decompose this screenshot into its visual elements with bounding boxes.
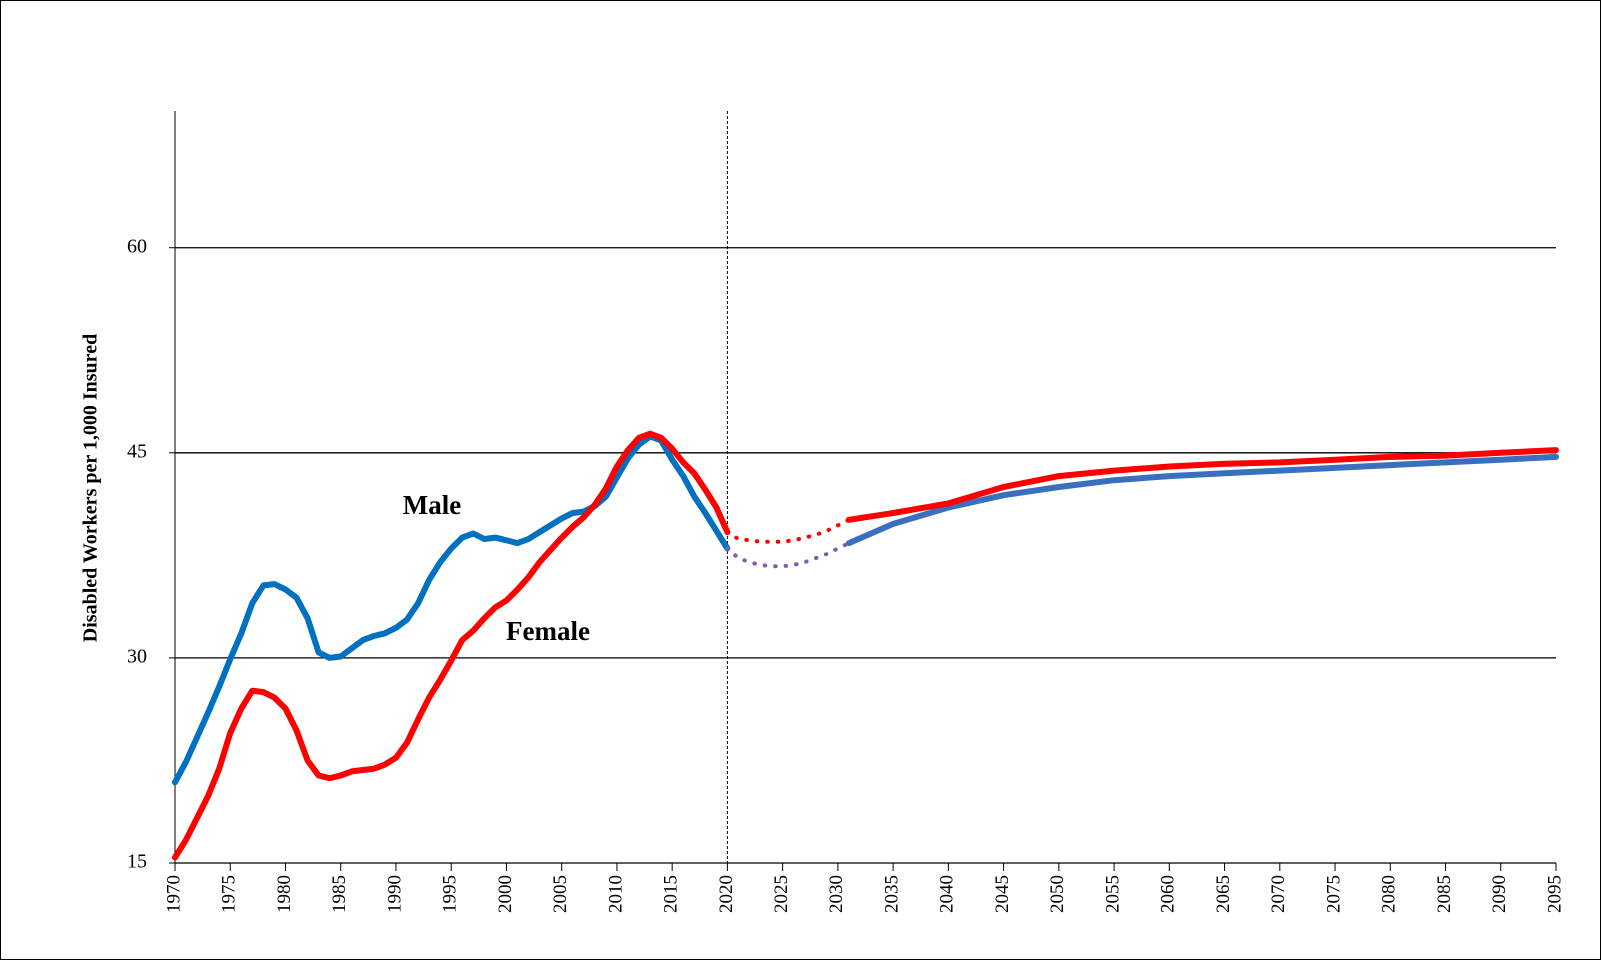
series-label: Male xyxy=(403,490,461,520)
x-tick-label: 2060 xyxy=(1158,875,1179,913)
x-tick-label: 2095 xyxy=(1544,875,1565,913)
x-tick-label: 2065 xyxy=(1213,875,1234,913)
x-tick-label: 2085 xyxy=(1434,875,1455,913)
series-label: Female xyxy=(506,616,590,646)
y-tick-label: 30 xyxy=(127,646,147,668)
x-tick-label: 1980 xyxy=(274,875,295,913)
line-series xyxy=(845,453,1559,547)
x-tick-label: 2005 xyxy=(550,875,571,913)
x-tick-label: 2020 xyxy=(716,875,737,913)
line-series xyxy=(725,517,851,544)
x-tick-label: 2070 xyxy=(1268,875,1289,913)
x-tick-label: 2035 xyxy=(881,875,902,913)
x-tick-label: 2030 xyxy=(826,875,847,913)
x-tick-label: 2050 xyxy=(1047,875,1068,913)
line-series xyxy=(725,541,851,569)
x-tick-label: 1985 xyxy=(329,875,350,913)
x-tick-label: 2080 xyxy=(1379,875,1400,913)
y-axis-label: Disabled Workers per 1,000 Insured xyxy=(80,334,102,642)
x-tick-label: 2055 xyxy=(1102,875,1123,913)
line-series xyxy=(845,447,1559,523)
y-tick-label: 60 xyxy=(127,235,147,257)
x-tick-label: 2015 xyxy=(661,875,682,913)
x-tick-label: 2000 xyxy=(495,875,516,913)
x-tick-label: 1995 xyxy=(440,875,461,913)
x-tick-label: 2040 xyxy=(937,875,958,913)
x-tick-label: 1975 xyxy=(219,875,240,913)
line-series xyxy=(172,430,731,861)
line-series xyxy=(172,433,731,786)
x-tick-label: 2090 xyxy=(1489,875,1510,913)
x-tick-label: 1970 xyxy=(163,875,184,913)
x-tick-label: 2075 xyxy=(1323,875,1344,913)
x-tick-label: 1990 xyxy=(384,875,405,913)
x-tick-label: 2045 xyxy=(992,875,1013,913)
x-tick-label: 2010 xyxy=(605,875,626,913)
y-tick-label: 45 xyxy=(127,440,147,462)
y-tick-label: 15 xyxy=(127,851,147,873)
x-tick-label: 2025 xyxy=(771,875,792,913)
